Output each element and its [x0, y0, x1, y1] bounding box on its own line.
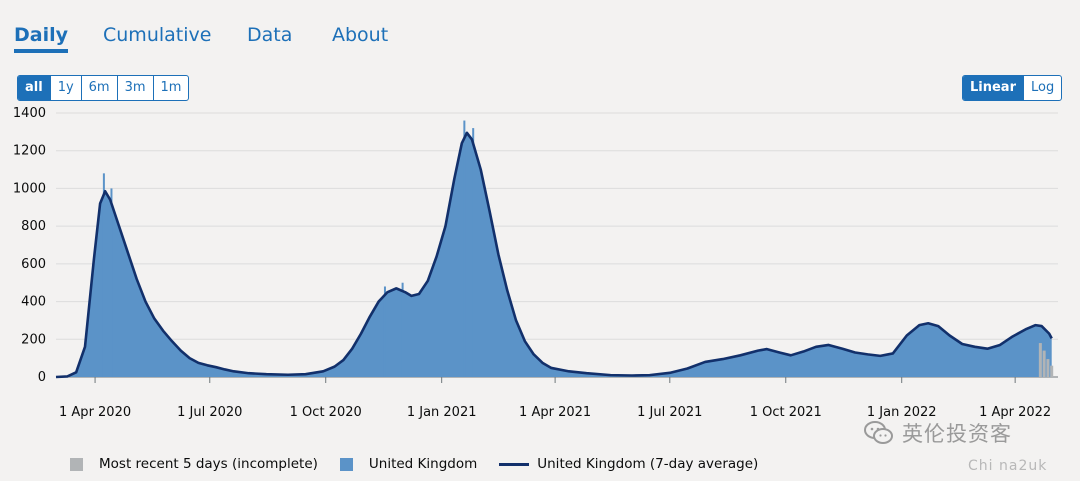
x-tick-label: 1 Apr 2021 — [519, 405, 591, 420]
incomplete-bar — [1038, 343, 1042, 377]
time-range-selector: all 1y 6m 3m 1m — [17, 75, 190, 101]
x-tick-label: 1 Apr 2022 — [979, 405, 1051, 420]
scale-linear-button[interactable]: Linear — [963, 76, 1023, 100]
x-tick-label: 1 Oct 2021 — [750, 405, 822, 420]
x-tick-label: 1 Oct 2020 — [290, 405, 362, 420]
y-tick-label: 800 — [21, 219, 46, 234]
y-tick-label: 600 — [21, 257, 46, 272]
x-tick-label: 1 Jan 2021 — [407, 405, 477, 420]
x-tick-label: 1 Apr 2020 — [59, 405, 131, 420]
tab-cumulative[interactable]: Cumulative — [103, 24, 212, 46]
watermark-text: 英伦投资客 — [902, 422, 1012, 446]
y-tick-label: 200 — [21, 332, 46, 347]
incomplete-bar — [1050, 365, 1054, 377]
x-tick-label: 1 Jan 2022 — [867, 405, 937, 420]
y-tick-label: 1000 — [13, 181, 46, 196]
range-1m-button[interactable]: 1m — [152, 76, 189, 100]
tab-daily[interactable]: Daily — [14, 24, 69, 53]
y-tick-label: 1200 — [13, 144, 46, 159]
legend-label-uk-average: United Kingdom (7-day average) — [537, 456, 759, 472]
range-3m-button[interactable]: 3m — [116, 76, 153, 100]
range-all-button[interactable]: all — [18, 76, 50, 100]
tab-data[interactable]: Data — [247, 24, 293, 46]
uk-daily-bars — [56, 132, 1052, 377]
watermark-subtext: Chi na2uk — [968, 458, 1048, 474]
uk-daily-bar — [102, 173, 105, 377]
uk-daily-bar — [463, 120, 466, 378]
wechat-icon — [864, 420, 894, 446]
legend-item-uk-average[interactable]: United Kingdom (7-day average) — [499, 456, 758, 472]
y-tick-label: 1400 — [13, 106, 46, 121]
legend-label-incomplete: Most recent 5 days (incomplete) — [99, 456, 318, 472]
range-6m-button[interactable]: 6m — [80, 76, 117, 100]
x-tick-label: 1 Jul 2020 — [177, 405, 242, 420]
range-1y-button[interactable]: 1y — [49, 76, 81, 100]
legend-item-uk[interactable]: United Kingdom — [339, 456, 478, 472]
y-tick-label: 0 — [38, 370, 46, 385]
scale-selector: Linear Log — [962, 75, 1063, 101]
legend-swatch-incomplete — [70, 457, 83, 471]
legend-swatch-uk-average — [499, 462, 530, 466]
incomplete-bar — [1042, 350, 1046, 377]
legend-swatch-uk — [339, 457, 353, 471]
incomplete-bar — [1046, 359, 1050, 377]
chart-legend: Most recent 5 days (incomplete) United K… — [70, 456, 780, 472]
legend-label-uk: United Kingdom — [368, 456, 478, 472]
y-tick-label: 400 — [21, 295, 46, 310]
uk-daily-bar — [401, 282, 404, 377]
uk-daily-bar — [383, 286, 386, 377]
legend-item-incomplete[interactable]: Most recent 5 days (incomplete) — [70, 456, 318, 472]
scale-log-button[interactable]: Log — [1023, 76, 1061, 100]
watermark: 英伦投资客 — [864, 418, 1012, 448]
tab-about[interactable]: About — [332, 24, 389, 46]
uk-7day-average-line — [55, 131, 1053, 379]
uk-daily-bar — [472, 128, 475, 377]
x-tick-label: 1 Jul 2021 — [637, 405, 702, 420]
uk-daily-bar — [110, 188, 113, 377]
